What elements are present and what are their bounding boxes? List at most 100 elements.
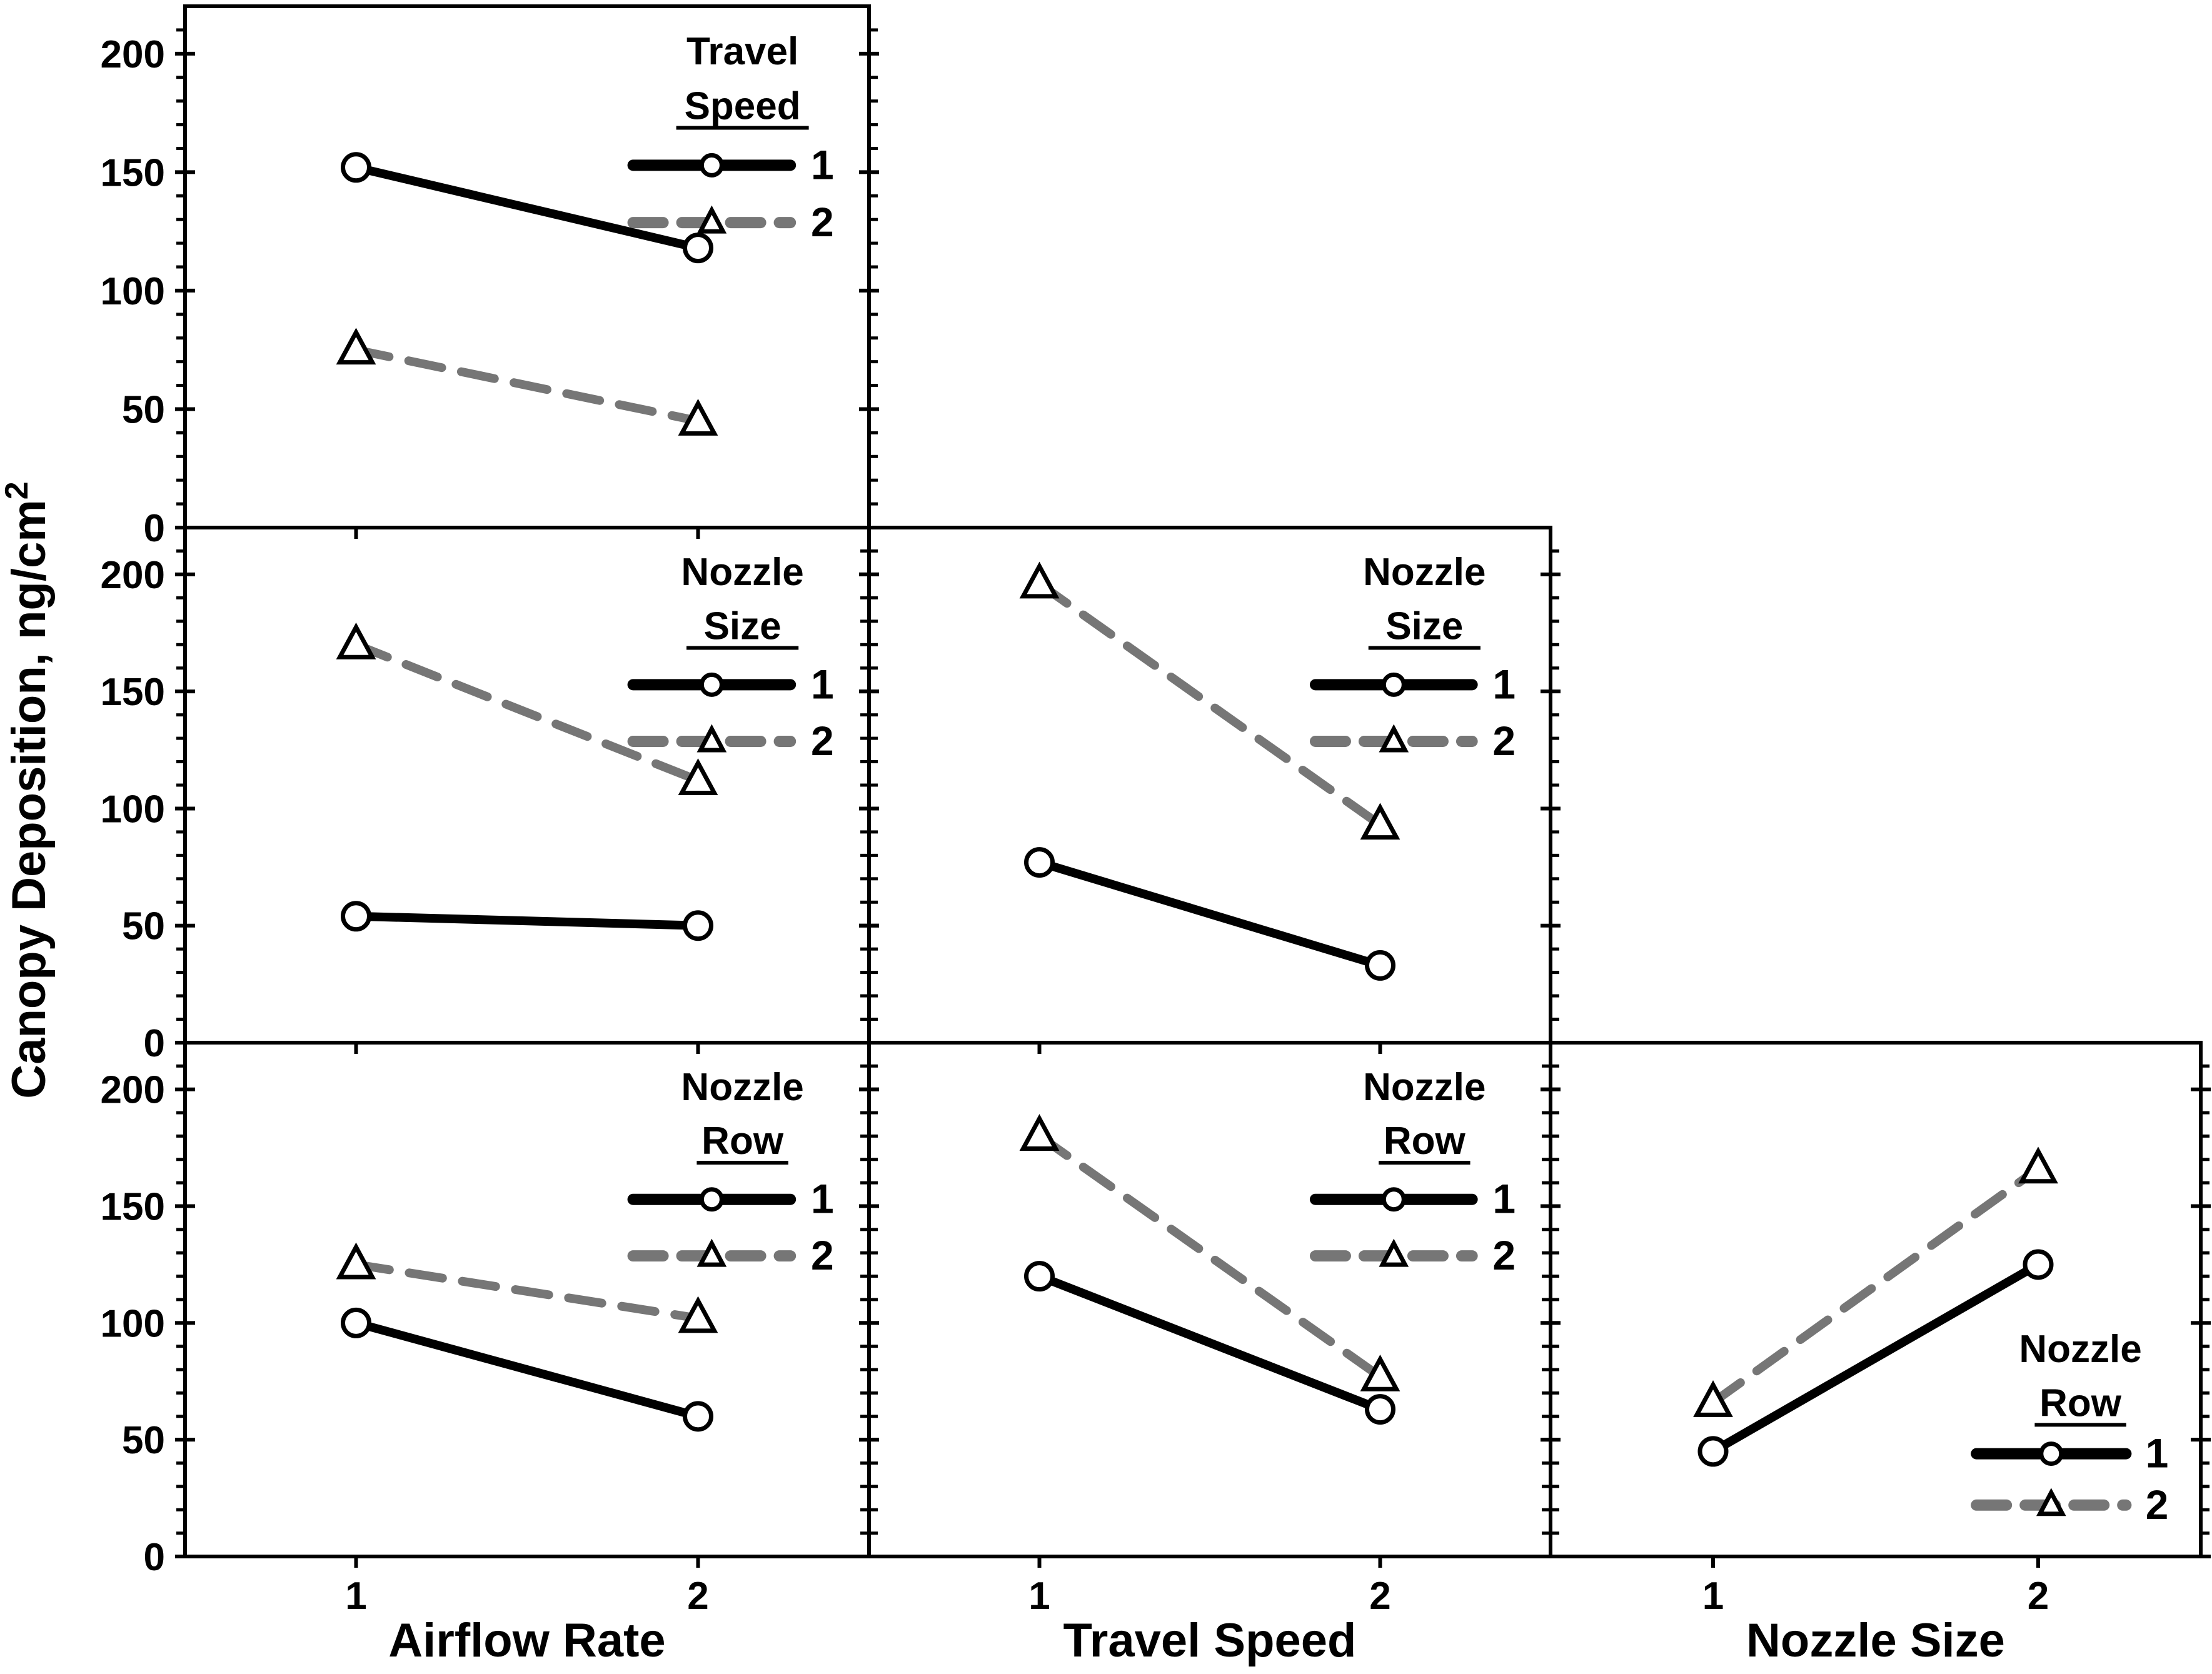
triangle-marker bbox=[1379, 1238, 1409, 1267]
triangle-marker bbox=[1693, 1380, 1733, 1417]
y-tick-label: 100 bbox=[101, 1302, 165, 1345]
y-tick-label: 150 bbox=[101, 151, 165, 194]
circle-marker bbox=[683, 233, 713, 264]
panel-border bbox=[1549, 1041, 2203, 1558]
legend-title-line1: Nozzle bbox=[2019, 1328, 2141, 1371]
panel-middle-left: 0 50 100 150 200 Nozzle Size 1 2 bbox=[101, 526, 879, 1065]
panel-bottom-left: 0 50 100 150 200 1 2 Airflow Rate Nozzle Row 1 2 bbox=[101, 1041, 879, 1667]
x-tick-label: 2 bbox=[1369, 1575, 1390, 1618]
legend-entry-label-2: 2 bbox=[811, 1232, 834, 1278]
circle-marker bbox=[341, 901, 371, 932]
x-tick-label: 2 bbox=[687, 1575, 708, 1618]
series-2-line bbox=[351, 345, 703, 426]
triangle-marker bbox=[678, 1296, 718, 1333]
legend-entry-label-2: 2 bbox=[2146, 1481, 2169, 1528]
y-tick-label: 150 bbox=[101, 671, 165, 714]
series-1-line bbox=[351, 163, 703, 253]
circle-marker bbox=[2039, 1441, 2064, 1466]
triangle-marker bbox=[2036, 1488, 2066, 1516]
triangle-marker bbox=[678, 758, 718, 796]
circle-marker bbox=[699, 1187, 724, 1212]
y-tick-label: 50 bbox=[122, 1419, 165, 1462]
legend-title-line2: Row bbox=[701, 1120, 784, 1163]
x-tick-label: 1 bbox=[1028, 1575, 1050, 1618]
x-axis-title: Airflow Rate bbox=[388, 1614, 665, 1667]
x-tick-label: 2 bbox=[2028, 1575, 2049, 1618]
circle-marker bbox=[1381, 1187, 1406, 1212]
y-axis-title-superscript: 2 bbox=[0, 481, 35, 499]
legend-title-line2: Size bbox=[704, 605, 782, 648]
legend-title-line1: Travel bbox=[686, 30, 798, 73]
triangle-marker bbox=[696, 724, 727, 753]
y-tick-label: 150 bbox=[101, 1186, 165, 1229]
y-tick-label: 0 bbox=[144, 507, 165, 550]
y-axis-title: Canopy Deposition, ng/cm2 bbox=[0, 481, 56, 1098]
triangle-marker bbox=[336, 622, 376, 659]
triangle-marker bbox=[1019, 1114, 1060, 1151]
series-1-line bbox=[1035, 858, 1385, 970]
y-tick-label: 0 bbox=[144, 1022, 165, 1065]
legend-entry-label-1: 1 bbox=[1492, 661, 1516, 707]
triangle-marker bbox=[336, 1242, 376, 1280]
series-1-line bbox=[351, 911, 703, 930]
triangle-marker bbox=[1360, 1354, 1400, 1391]
series-1-line bbox=[1709, 1260, 2043, 1456]
y-tick-label: 50 bbox=[122, 905, 165, 948]
circle-marker bbox=[699, 153, 724, 178]
panel-middle-center: Nozzle Size 1 2 bbox=[859, 526, 1561, 1054]
panel-bottom-center: 1 2 Travel Speed Nozzle Row 1 2 bbox=[859, 1041, 1561, 1667]
legend-title-line2: Speed bbox=[685, 84, 801, 128]
legend-title-line1: Nozzle bbox=[681, 551, 803, 594]
circle-marker bbox=[1024, 847, 1055, 878]
triangle-marker bbox=[2018, 1146, 2058, 1184]
legend-entry-label-2: 2 bbox=[1492, 718, 1516, 764]
legend-entry-label-1: 1 bbox=[811, 661, 834, 707]
y-tick-label: 200 bbox=[101, 554, 165, 597]
legend-entry-label-2: 2 bbox=[1492, 1232, 1516, 1278]
triangle-marker bbox=[1019, 561, 1060, 599]
y-tick-label: 100 bbox=[101, 788, 165, 831]
circle-marker bbox=[1365, 950, 1395, 981]
legend-entry-label-1: 1 bbox=[1492, 1176, 1516, 1222]
legend-entry-label-2: 2 bbox=[811, 718, 834, 764]
x-axis-title: Travel Speed bbox=[1063, 1614, 1357, 1667]
circle-marker bbox=[1697, 1436, 1729, 1467]
circle-marker bbox=[683, 1401, 713, 1432]
series-1-line bbox=[1035, 1271, 1385, 1414]
legend-bottom-right: Nozzle Row 1 2 bbox=[1971, 1328, 2169, 1528]
legend-title-line1: Nozzle bbox=[1363, 1066, 1486, 1109]
series-2-line bbox=[1035, 579, 1385, 829]
y-tick-label: 200 bbox=[101, 1069, 165, 1112]
panel-bottom-right: 1 2 Nozzle Size Nozzle Row 1 2 bbox=[1541, 1041, 2211, 1667]
legend-bottom-left: Nozzle Row 1 2 bbox=[627, 1066, 834, 1278]
series-2-line bbox=[351, 640, 703, 785]
legend-title-line2: Row bbox=[2039, 1381, 2122, 1425]
circle-marker bbox=[1381, 672, 1406, 697]
triangle-marker bbox=[696, 205, 727, 234]
circle-marker bbox=[341, 1307, 371, 1338]
y-tick-label: 200 bbox=[101, 33, 165, 76]
legend-middle-left: Nozzle Size 1 2 bbox=[627, 551, 834, 764]
legend-middle-center: Nozzle Size 1 2 bbox=[1309, 551, 1516, 764]
triangle-marker bbox=[696, 1238, 727, 1267]
series-2-line bbox=[1709, 1164, 2043, 1407]
triangle-marker bbox=[1360, 803, 1400, 840]
legend-title-line1: Nozzle bbox=[1363, 551, 1486, 594]
circle-marker bbox=[699, 672, 724, 697]
triangle-marker bbox=[678, 399, 718, 436]
circle-marker bbox=[341, 152, 371, 183]
triangle-marker bbox=[336, 328, 376, 365]
circle-marker bbox=[683, 910, 713, 941]
series-1-line bbox=[351, 1318, 703, 1421]
y-tick-label: 50 bbox=[122, 388, 165, 431]
triangle-marker bbox=[1379, 724, 1409, 753]
legend-title-line2: Row bbox=[1384, 1120, 1466, 1163]
legend-entry-label-2: 2 bbox=[811, 199, 834, 245]
legend-title-line2: Size bbox=[1385, 605, 1463, 648]
legend-title-line1: Nozzle bbox=[681, 1066, 803, 1109]
circle-marker bbox=[1024, 1261, 1055, 1292]
